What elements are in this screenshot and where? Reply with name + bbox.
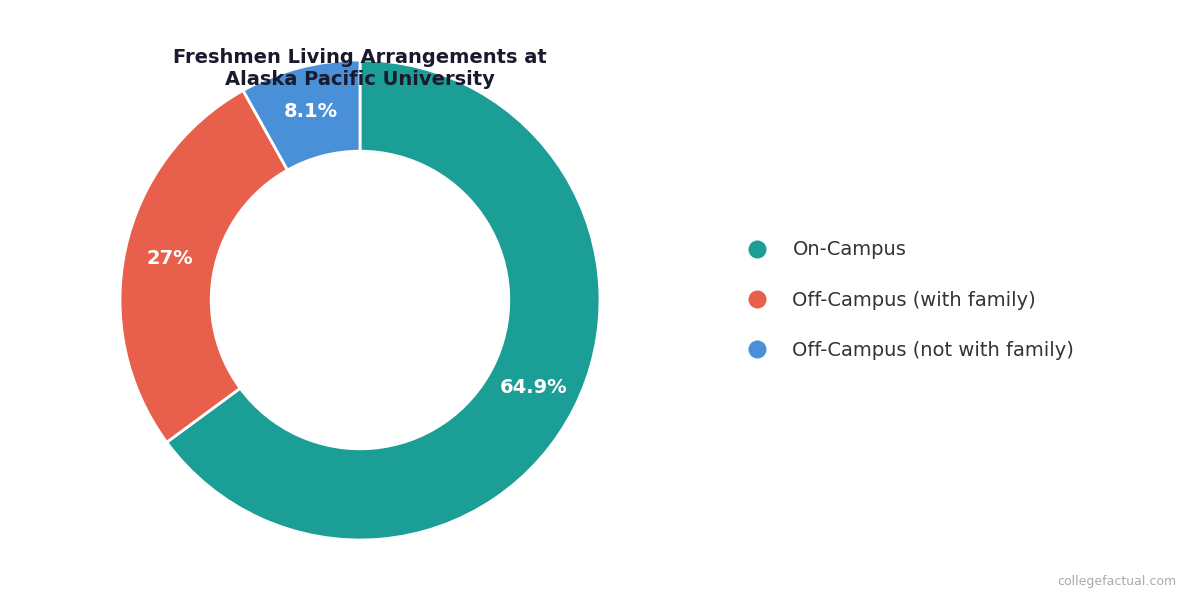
Wedge shape [244, 60, 360, 170]
Text: Freshmen Living Arrangements at
Alaska Pacific University: Freshmen Living Arrangements at Alaska P… [173, 48, 547, 89]
Wedge shape [167, 60, 600, 540]
Text: 27%: 27% [146, 249, 193, 268]
Text: 8.1%: 8.1% [284, 103, 338, 121]
Legend: On-Campus, Off-Campus (with family), Off-Campus (not with family): On-Campus, Off-Campus (with family), Off… [731, 233, 1082, 367]
Text: collegefactual.com: collegefactual.com [1057, 575, 1176, 588]
Wedge shape [120, 91, 288, 442]
Text: 64.9%: 64.9% [499, 378, 568, 397]
